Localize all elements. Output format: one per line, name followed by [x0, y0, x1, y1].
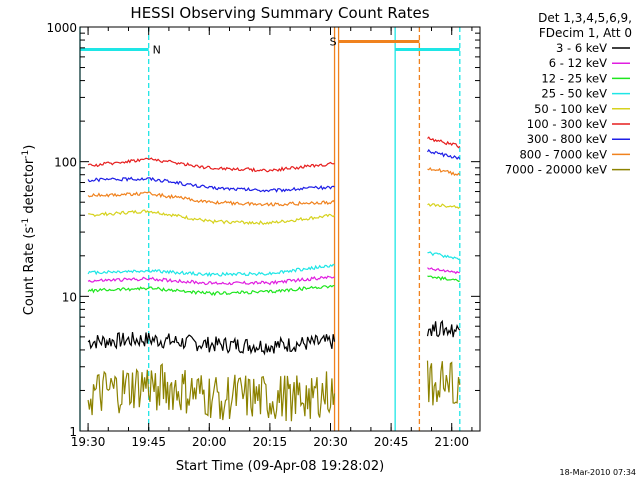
series-line-4-1: [427, 203, 461, 209]
legend-label-0: 3 - 6 keV: [556, 41, 607, 55]
series-line-8-1: [426, 360, 461, 406]
series-line-6-1: [426, 148, 461, 160]
legend: Det 1,3,4,5,6,9, FDecim 1, Att 0 3 - 6 k…: [505, 11, 632, 177]
series-lines: [87, 136, 461, 422]
legend-label-8: 7000 - 20000 keV: [505, 163, 607, 177]
legend-label-1: 6 - 12 keV: [549, 56, 607, 70]
x-tick-label: 19:45: [131, 435, 166, 449]
footer-timestamp: 18-Mar-2010 07:34: [560, 468, 637, 477]
x-tick-label: 20:15: [253, 435, 288, 449]
flag-bars: NS: [80, 36, 460, 57]
y-tick-label: 1000: [46, 21, 77, 35]
series-line-8-0: [87, 362, 336, 422]
series-line-1-1: [427, 267, 460, 275]
plot-frame: [79, 26, 481, 432]
x-tick-label: 20:45: [374, 435, 409, 449]
flag-label-s: S: [330, 36, 337, 49]
x-tick-label: 20:30: [313, 435, 348, 449]
series-line-3-1: [427, 251, 461, 261]
series-line-4-0: [88, 209, 335, 226]
flag-label-n: N: [153, 44, 161, 57]
series-line-2-1: [427, 275, 460, 282]
legend-label-3: 25 - 50 keV: [541, 87, 607, 101]
x-tick-label: 20:00: [192, 435, 227, 449]
series-line-6-0: [87, 176, 335, 193]
series-line-1-0: [87, 275, 335, 286]
legend-label-7: 800 - 7000 keV: [519, 147, 607, 161]
series-line-5-0: [87, 157, 335, 173]
series-line-3-0: [87, 263, 335, 278]
axes: 19:30 19:45 20:00 20:15 20:30 20:45 21:00 1 10 10…: [46, 21, 481, 449]
chart-title: HESSI Observing Summary Count Rates: [130, 4, 429, 22]
legend-label-2: 12 - 25 keV: [541, 71, 607, 85]
legend-label-5: 100 - 300 keV: [527, 117, 607, 131]
x-tick-label: 19:30: [71, 435, 106, 449]
legend-header-line-2: FDecim 1, Att 0: [539, 26, 632, 40]
series-line-2-0: [87, 284, 335, 297]
series-line-7-1: [427, 166, 461, 176]
series-line-5-1: [427, 136, 461, 149]
series-line-7-0: [87, 191, 335, 207]
series-line-0-0: [87, 332, 336, 356]
interval-markers: [79, 27, 461, 431]
y-axis-label: Count Rate (s-1 detector-1): [21, 145, 37, 316]
x-axis-label: Start Time (09-Apr-08 19:28:02): [176, 459, 384, 474]
y-tick-label: 10: [62, 290, 77, 304]
y-tick-label: 100: [54, 156, 77, 170]
legend-label-6: 300 - 800 keV: [527, 132, 607, 146]
x-tick-label: 21:00: [434, 435, 469, 449]
y-tick-label: 1: [69, 425, 77, 439]
legend-label-4: 50 - 100 keV: [534, 102, 607, 116]
legend-header-line-1: Det 1,3,4,5,6,9,: [538, 11, 632, 25]
series-line-0-1: [426, 319, 461, 338]
